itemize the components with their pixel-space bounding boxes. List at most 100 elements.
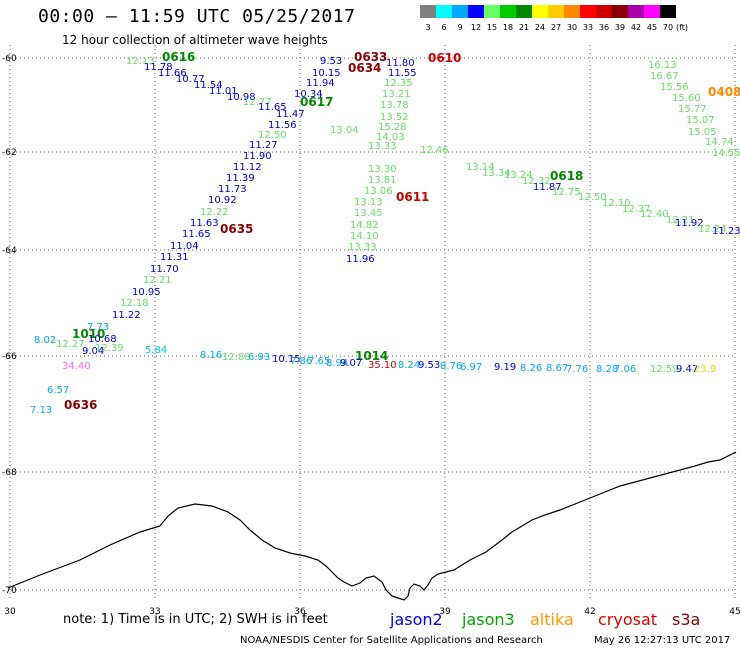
pass-id-label: 1014 <box>355 349 388 363</box>
wave-height-value: 12.75 <box>552 187 581 198</box>
pass-id-label: 0634 <box>348 61 381 75</box>
wave-height-value: 8.16 <box>200 350 222 361</box>
wave-height-value: 13.21 <box>382 89 411 100</box>
pass-id-label: 0636 <box>64 398 97 412</box>
wave-height-value: 11.63 <box>190 218 219 229</box>
mission-cryosat: cryosat <box>598 610 658 629</box>
graticule <box>8 45 736 600</box>
longitude-label: 36 <box>294 607 306 617</box>
antarctic-coastline <box>7 451 737 601</box>
wave-height-value: 12.37 <box>622 204 651 215</box>
wave-height-value: 11.56 <box>268 120 297 131</box>
wave-height-value: 10.15 <box>312 68 341 79</box>
longitude-label: 42 <box>584 607 595 617</box>
wave-height-value: 11.94 <box>306 78 335 89</box>
wave-height-value: 8.26 <box>520 363 542 374</box>
footer-credit: NOAA/NESDIS Center for Satellite Applica… <box>240 635 543 646</box>
latitude-label: -60 <box>2 54 17 64</box>
longitude-label: 33 <box>149 607 160 617</box>
wave-height-value: 9.47 <box>676 364 698 375</box>
colorbar-swatch <box>644 5 660 18</box>
wave-height-value: 12.27 <box>56 339 85 350</box>
colorbar-label: 12 <box>470 23 482 32</box>
longitude-label: 39 <box>439 607 451 617</box>
wave-height-value: 8.67 <box>546 363 568 374</box>
wave-height-value: 14.10 <box>350 231 379 242</box>
colorbar-label: 9 <box>457 23 463 32</box>
wave-height-value: 6.57 <box>47 385 69 396</box>
wave-height-value: 15.56 <box>660 82 689 93</box>
wave-height-value: 11.87 <box>533 182 562 193</box>
colorbar-swatch <box>612 5 628 18</box>
wave-height-value: 12.13 <box>126 56 155 67</box>
colorbar-swatch <box>548 5 564 18</box>
wave-height-values: 12.1311.7811.6610.7711.5411.0110.9812.77… <box>30 56 740 416</box>
wave-height-value: 13.04 <box>330 125 359 136</box>
wave-height-value: 11.90 <box>243 151 272 162</box>
wave-height-value: 11.01 <box>209 86 238 97</box>
longitude-label: 45 <box>729 607 740 617</box>
wave-height-value: 12.10 <box>602 198 631 209</box>
wave-height-value: 12.46 <box>420 145 449 156</box>
mission-s3a: s3a <box>672 610 701 629</box>
wave-height-value: 13.45 <box>354 208 383 219</box>
wave-height-value: 12.21 <box>666 215 695 226</box>
wave-height-value: 7.73 <box>87 322 109 333</box>
wave-height-value: 10.92 <box>208 195 237 206</box>
map-title: 00:00 – 11:59 UTC 05/25/2017 <box>38 6 356 27</box>
wave-height-value: 7.86 <box>290 356 312 367</box>
wave-height-value: 15.05 <box>688 127 717 138</box>
wave-height-value: 16.67 <box>650 71 679 82</box>
wave-height-value: 13.78 <box>380 100 409 111</box>
wave-height-value: 16.13 <box>648 60 677 71</box>
wave-height-value: 12.24 <box>698 224 727 235</box>
wave-height-value: 11.04 <box>170 241 199 252</box>
wave-height-value: 11.78 <box>144 62 173 73</box>
wave-height-value: 11.70 <box>150 264 179 275</box>
wave-height-value: 10.34 <box>294 89 323 100</box>
wave-height-value: 7.06 <box>614 364 636 375</box>
wave-height-value: 8.28 <box>596 364 618 375</box>
wave-height-value: 13.30 <box>368 164 397 175</box>
coastline-path <box>7 451 737 601</box>
wave-height-value: 5.84 <box>145 345 167 356</box>
wave-height-value: 11.65 <box>182 229 211 240</box>
colorbar-swatch <box>436 5 452 18</box>
wave-height-value: 10.95 <box>132 287 161 298</box>
colorbar-swatch <box>564 5 580 18</box>
wave-height-value: 13.34 <box>482 168 511 179</box>
wave-height-value: 8.94 <box>326 358 348 369</box>
colorbar-label: 3 <box>425 23 431 32</box>
wave-height-value: 15.60 <box>672 93 701 104</box>
pass-id-label: 0611 <box>396 190 429 204</box>
latitude-label: -70 <box>2 586 17 596</box>
wave-height-value: 11.23 <box>712 226 740 237</box>
map-subtitle: 12 hour collection of altimeter wave hei… <box>62 33 328 47</box>
latitude-label: -68 <box>2 468 17 478</box>
wave-height-value: 6.97 <box>460 362 482 373</box>
wave-height-value: 11.54 <box>194 80 223 91</box>
colorbar-swatch <box>660 5 676 18</box>
wave-height-value: 7.13 <box>30 405 52 416</box>
wave-height-value: 11.80 <box>386 58 415 69</box>
colorbar-label: 36 <box>598 23 610 32</box>
colorbar-label: 30 <box>566 23 578 32</box>
wave-height-value: 34.40 <box>62 361 91 372</box>
wave-height-value: 12.22 <box>200 207 229 218</box>
colorbar-label: 42 <box>630 23 642 32</box>
wave-height-value: 11.47 <box>276 109 305 120</box>
wave-height-value: 10.98 <box>227 92 256 103</box>
wave-height-value: 13.33 <box>368 141 397 152</box>
wave-height-value: 9.19 <box>494 362 516 373</box>
wave-height-value: 9.04 <box>82 346 104 357</box>
pass-id-label: 0633 <box>354 50 387 64</box>
footer-note: note: 1) Time is in UTC; 2) SWH is in fe… <box>63 612 328 627</box>
colorbar-swatch <box>628 5 644 18</box>
longitude-label: 30 <box>4 607 16 617</box>
wave-height-value: 12.50 <box>578 192 607 203</box>
wave-height-value: 13.06 <box>364 186 393 197</box>
colorbar-swatch <box>516 5 532 18</box>
wave-height-value: 8.76 <box>440 361 462 372</box>
wave-height-value: 13.81 <box>368 175 397 186</box>
